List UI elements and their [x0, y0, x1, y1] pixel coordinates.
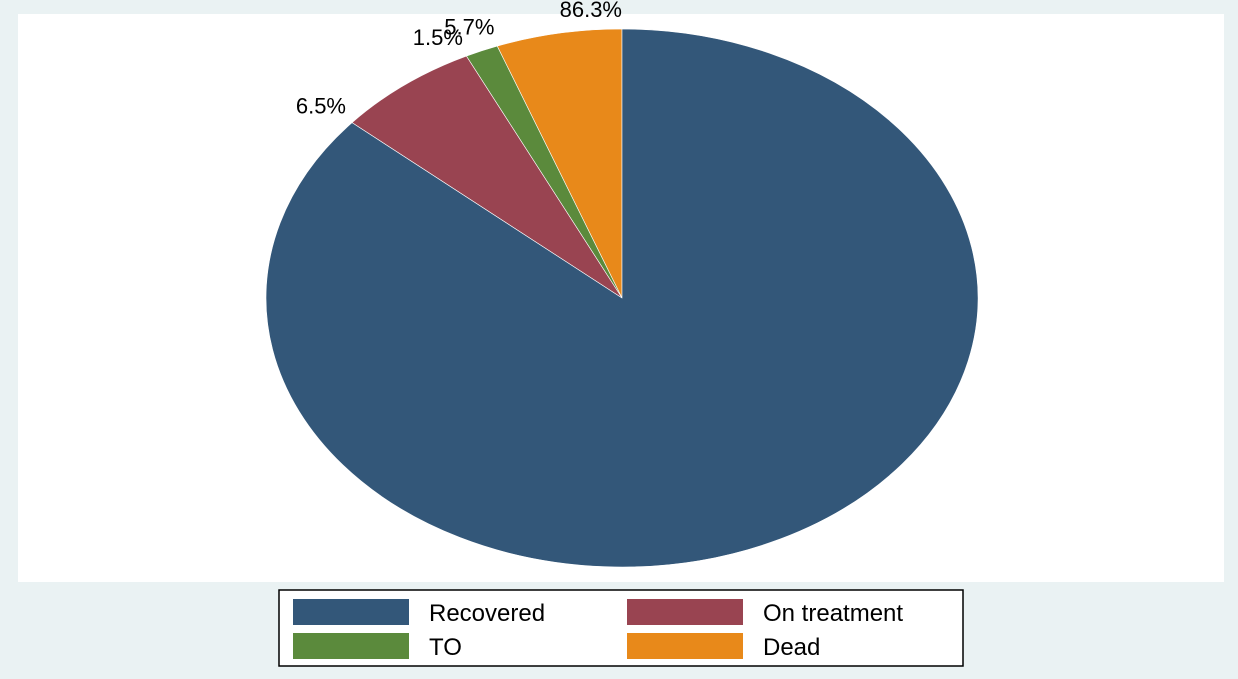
- legend-key-on-treatment: [627, 599, 743, 625]
- legend-key-dead: [627, 633, 743, 659]
- legend: Recovered On treatment TO Dead: [278, 589, 964, 667]
- slice-label-on-treatment: 6.5%: [296, 93, 346, 118]
- legend-label-dead: Dead: [763, 634, 820, 661]
- legend-label-recovered: Recovered: [429, 600, 545, 627]
- slice-label-dead: 5.7%: [444, 15, 494, 40]
- pie-slice-on-treatment: [351, 55, 623, 299]
- legend-label-on-treatment: On treatment: [763, 600, 903, 627]
- slice-labels: 5.7%1.5% 6.5% 86.3%: [296, 0, 622, 118]
- pie-slice-dead: [496, 28, 623, 299]
- slice-label-recovered: 86.3%: [560, 0, 622, 22]
- pie-slices: [265, 28, 979, 568]
- legend-key-to: [293, 633, 409, 659]
- pie-slice-recovered: [265, 28, 979, 568]
- slice-label-to: 1.5%: [413, 25, 463, 50]
- legend-key-recovered: [293, 599, 409, 625]
- legend-label-to: TO: [429, 634, 462, 661]
